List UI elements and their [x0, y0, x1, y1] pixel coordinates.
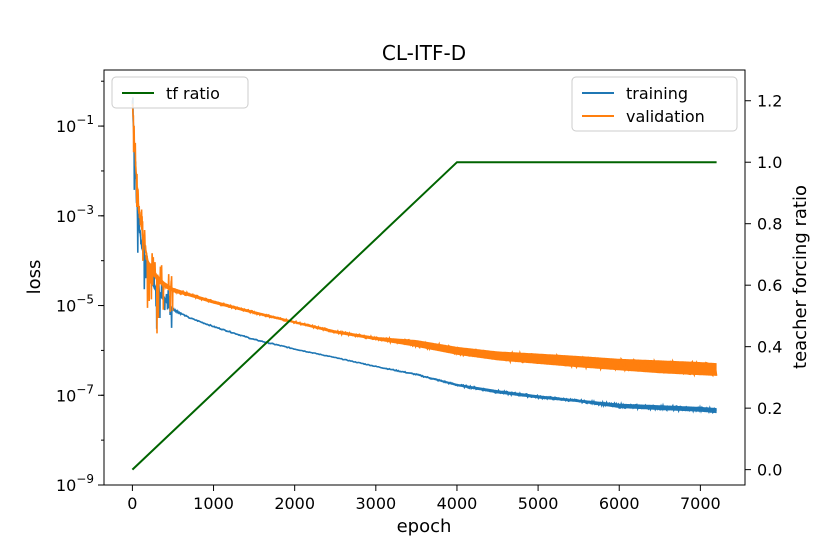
y-left-tick-label: 10−7 — [56, 382, 94, 405]
x-tick-label: 4000 — [437, 494, 478, 513]
y-right-tick-label: 0.4 — [757, 338, 782, 357]
y-right-tick-label: 0.8 — [757, 215, 782, 234]
x-tick-label: 5000 — [518, 494, 559, 513]
legend-box — [111, 76, 249, 109]
plot-series — [131, 94, 718, 471]
y-right-tick-label: 1.0 — [757, 153, 782, 172]
y-left-tick-label: 10−5 — [56, 293, 94, 316]
y-right-tick-label: 0.0 — [757, 461, 782, 480]
y-right-tick-label: 0.6 — [757, 276, 782, 295]
chart-title: CL-ITF-D — [382, 41, 466, 65]
legend-tf-ratio: tf ratio — [111, 76, 249, 109]
legend-label: validation — [626, 107, 705, 126]
plot-frame — [103, 69, 746, 486]
x-tick-label: 3000 — [355, 494, 396, 513]
y-left-tick-label: 10−3 — [56, 203, 94, 226]
legend-label: tf ratio — [166, 84, 220, 103]
x-tick-label: 7000 — [680, 494, 721, 513]
y-right-tick-label: 0.2 — [757, 399, 782, 418]
legend-label: training — [626, 84, 688, 103]
y-left-tick-label: 10−1 — [56, 113, 94, 136]
x-tick-label: 0 — [127, 494, 137, 513]
right-y-axis-label: teacher forcing ratio — [790, 185, 811, 369]
y-right-tick-label: 1.2 — [757, 92, 782, 111]
right-y-axis: 0.0 0.2 0.4 0.6 0.8 1.0 1.2 — [745, 92, 782, 480]
validation-line — [131, 103, 718, 378]
legend-loss: training validation — [571, 76, 738, 132]
left-y-axis: 10−9 10−7 10−5 10−3 10−1 — [56, 80, 104, 495]
x-tick-label: 6000 — [599, 494, 640, 513]
tf-ratio-line — [131, 161, 717, 471]
x-axis-label: epoch — [397, 516, 452, 537]
left-y-axis-label: loss — [24, 260, 45, 295]
y-left-tick-label: 10−9 — [56, 472, 94, 495]
x-axis: 0 1000 2000 3000 4000 5000 6000 7000 — [127, 485, 721, 513]
x-tick-label: 2000 — [274, 494, 315, 513]
validation-band — [132, 94, 717, 376]
x-tick-label: 1000 — [193, 494, 234, 513]
legend-box — [571, 76, 738, 132]
